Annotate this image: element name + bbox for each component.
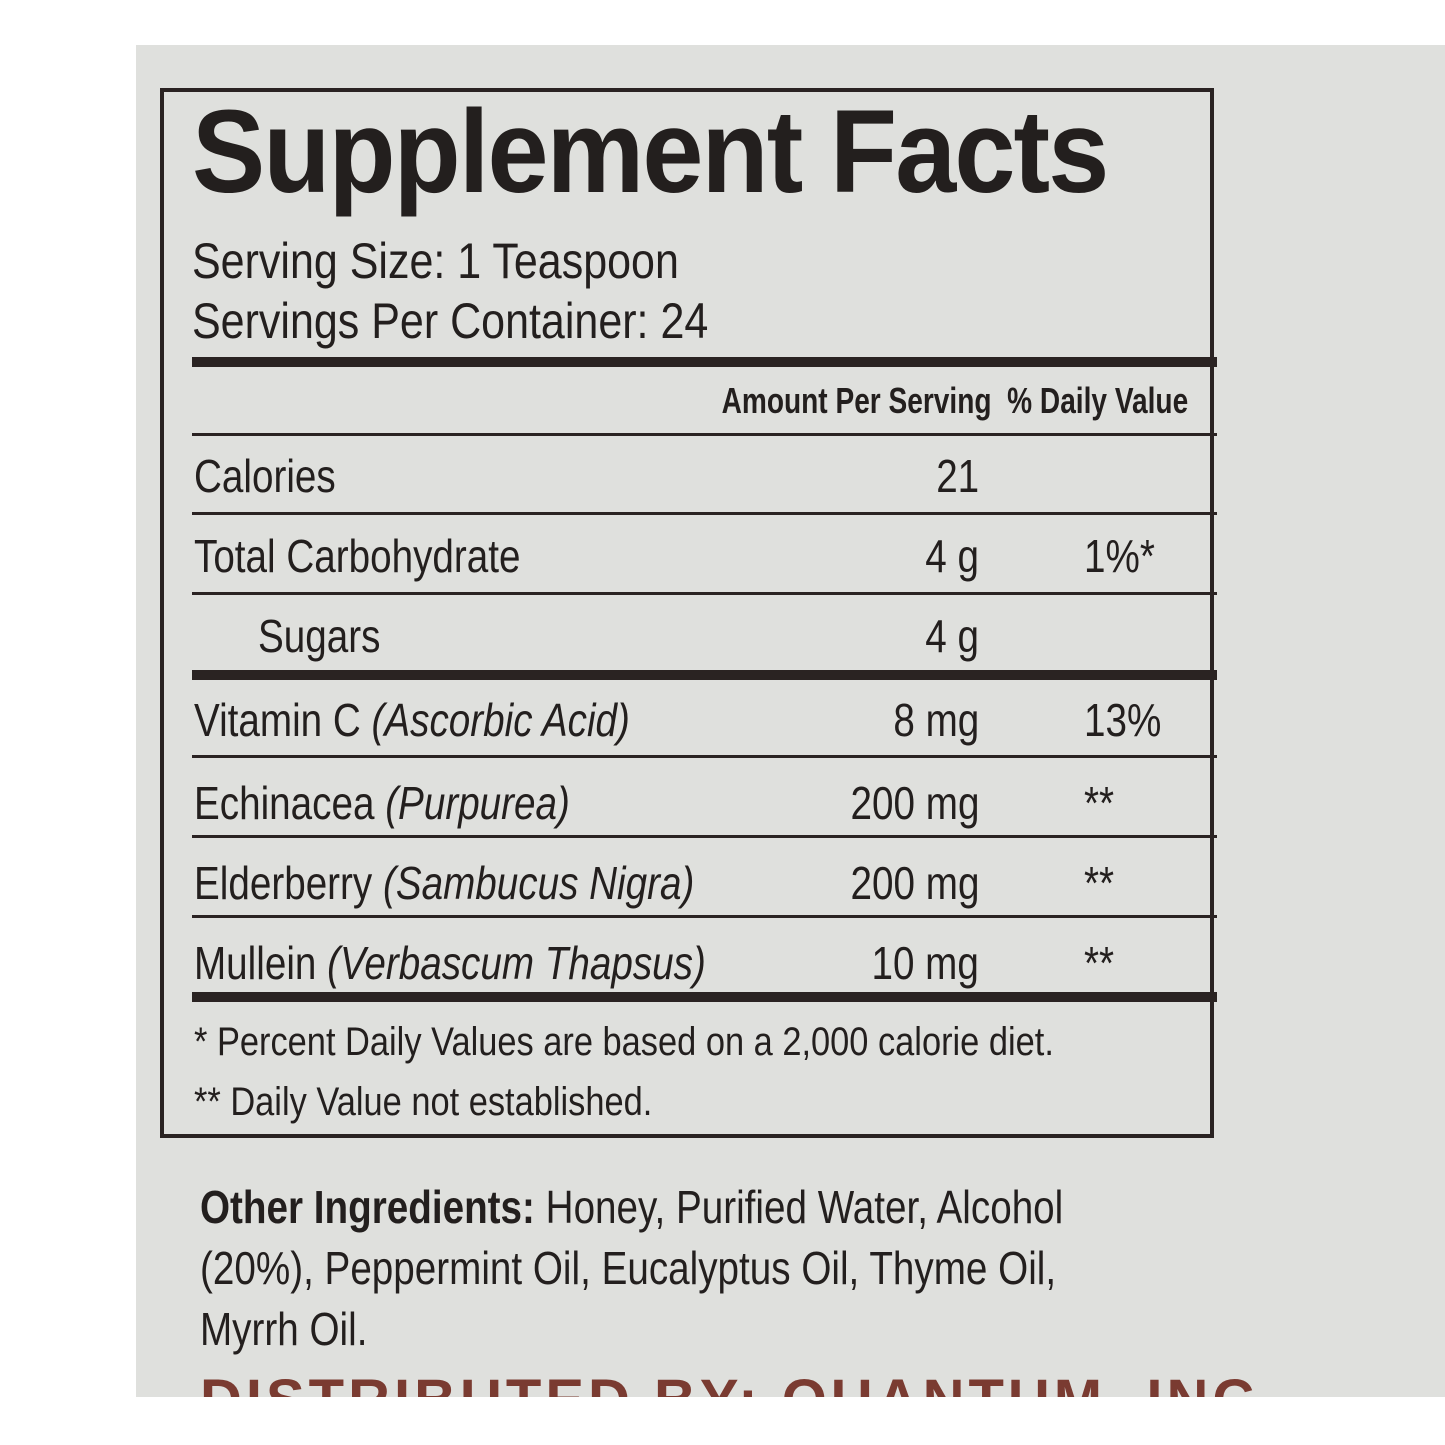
nutrient-amount: 8 mg: [893, 694, 979, 746]
divider: [192, 992, 1217, 1002]
nutrient-amount: 4 g: [925, 610, 979, 662]
nutrient-name: Echinacea (Purpurea): [194, 777, 570, 829]
divider: [192, 755, 1217, 758]
nutrient-amount: 200 mg: [850, 857, 979, 909]
nutrient-amount: 21: [936, 450, 979, 502]
column-header: Amount Per Serving % Daily Value: [721, 380, 1188, 421]
other-ingredients-line: Other Ingredients: Honey, Purified Water…: [200, 1181, 1064, 1233]
nutrient-name: Total Carbohydrate: [194, 530, 521, 582]
nutrient-name: Vitamin C (Ascorbic Acid): [194, 694, 630, 746]
nutrient-name: Elderberry (Sambucus Nigra): [194, 857, 695, 909]
nutrient-row: Calories 21: [192, 449, 1217, 509]
nutrient-row: Total Carbohydrate 4 g 1%*: [192, 529, 1217, 589]
divider: [192, 670, 1217, 680]
divider: [192, 592, 1217, 595]
servings-per-container: Servings Per Container: 24: [192, 293, 709, 349]
nutrient-daily-value: 1%*: [1084, 530, 1155, 582]
nutrient-name: Sugars: [258, 610, 381, 662]
distributor-text: DISTRIBUTED BY: QUANTUM, INC: [200, 1367, 1258, 1397]
other-ingredients-line: (20%), Peppermint Oil, Eucalyptus Oil, T…: [200, 1242, 1057, 1294]
nutrient-amount: 4 g: [925, 530, 979, 582]
nutrient-daily-value: **: [1084, 857, 1115, 909]
footnote: ** Daily Value not established.: [194, 1080, 653, 1124]
nutrient-row: Vitamin C (Ascorbic Acid) 8 mg 13%: [192, 693, 1217, 753]
nutrient-row: Mullein (Verbascum Thapsus) 10 mg **: [192, 936, 1217, 996]
nutrient-amount: 10 mg: [871, 937, 979, 989]
serving-size: Serving Size: 1 Teaspoon: [192, 233, 679, 289]
divider: [192, 835, 1217, 838]
supplement-facts-box: Supplement Facts Serving Size: 1 Teaspoo…: [160, 86, 1217, 1138]
nutrient-daily-value: **: [1084, 777, 1115, 829]
label-panel: Supplement Facts Serving Size: 1 Teaspoo…: [136, 45, 1445, 1397]
footnote: * Percent Daily Values are based on a 2,…: [194, 1020, 1054, 1064]
nutrient-amount: 200 mg: [850, 777, 979, 829]
nutrient-row: Sugars 4 g: [192, 609, 1217, 669]
divider: [192, 433, 1217, 436]
nutrient-row: Echinacea (Purpurea) 200 mg **: [192, 776, 1217, 836]
nutrient-daily-value: 13%: [1084, 694, 1162, 746]
divider: [192, 512, 1217, 515]
nutrient-daily-value: **: [1084, 937, 1115, 989]
nutrient-name: Mullein (Verbascum Thapsus): [194, 937, 706, 989]
nutrient-row: Elderberry (Sambucus Nigra) 200 mg **: [192, 856, 1217, 916]
divider: [192, 357, 1217, 367]
divider: [192, 915, 1217, 918]
nutrient-name: Calories: [194, 450, 336, 502]
facts-title: Supplement Facts: [192, 86, 1109, 218]
other-ingredients-line: Myrrh Oil.: [200, 1303, 368, 1355]
